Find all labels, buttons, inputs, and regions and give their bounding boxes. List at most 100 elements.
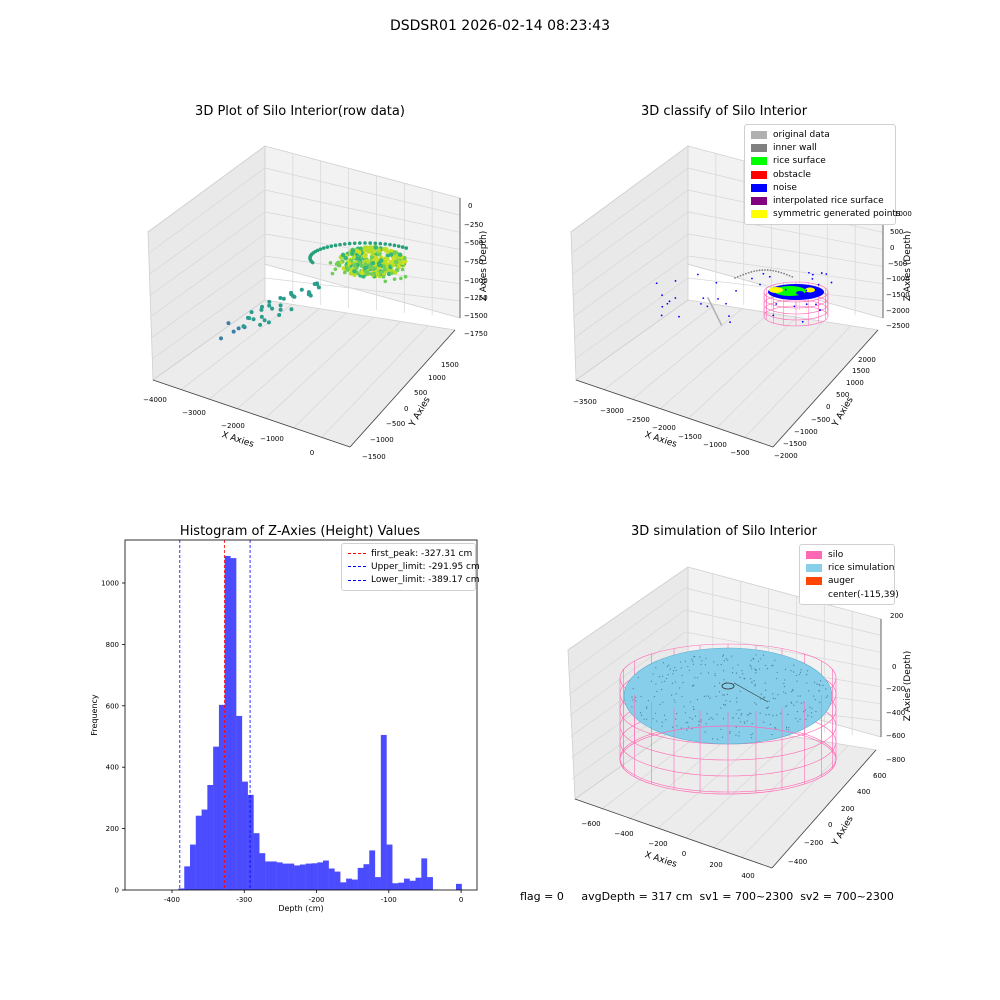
- panel2-ztick: 1000: [894, 210, 912, 218]
- panel1-point: [367, 265, 373, 270]
- panel1-point: [400, 245, 405, 249]
- panel4-rice-point: [766, 668, 769, 670]
- panel4-ztick: 0: [892, 663, 896, 671]
- panel2-noise-point: [674, 297, 677, 299]
- panel4-rice-point: [739, 709, 741, 711]
- panel1-point-cloud: [219, 241, 409, 341]
- panel4-rice-point: [722, 736, 724, 738]
- panel4-rice-point: [640, 714, 643, 716]
- panel4-silo-scene: [619, 643, 837, 795]
- panel4-rice-point: [721, 655, 724, 657]
- panel4-xtick: −400: [614, 830, 633, 838]
- histogram-bars: [178, 555, 462, 890]
- panel2-wall-point: [734, 277, 736, 279]
- panel4-rice-point: [665, 719, 667, 721]
- panel2-noise-point: [725, 302, 727, 305]
- panel2-symmetric-points: [769, 287, 783, 293]
- panel1-point: [348, 271, 354, 276]
- panel2-legend-swatch: [751, 157, 767, 166]
- panel4-rice-point: [726, 693, 728, 695]
- panel4-rice-point: [714, 675, 716, 677]
- panel2-wall-point: [755, 269, 758, 272]
- panel1-point: [370, 260, 376, 266]
- panel1-point: [267, 303, 272, 308]
- panel4-rice-point: [755, 672, 757, 674]
- panel4-rice-point: [635, 700, 637, 702]
- panel4-rice-point: [716, 713, 718, 715]
- panel4-rice-point: [783, 682, 785, 685]
- panel4-rice-point: [809, 706, 811, 708]
- panel4-auger: [733, 682, 769, 703]
- panel4-rice-point: [687, 665, 689, 668]
- pane-gridline: [149, 211, 266, 296]
- histogram-x-ticks: -400 -300 -200 -100 0: [164, 890, 463, 904]
- panel2-noise-point: [668, 300, 671, 303]
- panel4-3d-axes: −600 −400 −200 0 200 400 −400 −200 0 200…: [567, 566, 913, 880]
- pane-gridline: [264, 167, 461, 216]
- panel4-rice-point: [698, 720, 700, 722]
- panel4-rice-point: [723, 679, 725, 681]
- panel4-rice-point: [700, 663, 702, 666]
- panel4-rice-point: [672, 670, 675, 672]
- panel1-point: [278, 307, 283, 312]
- panel1-point: [379, 270, 384, 274]
- panel3-histogram: -400 -300 -200 -100 0 0 200 400 600 800 1000 Dept…: [90, 539, 478, 913]
- histogram-ytick-label: 600: [106, 702, 119, 710]
- panel1-point: [315, 248, 320, 253]
- panel4-rice-point: [814, 681, 816, 683]
- panel4-rice-point: [807, 715, 809, 717]
- panel4-rice-point: [684, 712, 687, 714]
- pane-gridline: [684, 631, 881, 670]
- panel4-rice-point: [750, 712, 752, 715]
- pane-gridline: [685, 736, 794, 839]
- panel4-rice-point: [797, 695, 799, 697]
- panel2-noise-point: [661, 294, 663, 297]
- panel4-rice-point: [785, 705, 787, 708]
- panel4-rice-point: [786, 704, 788, 707]
- panel2-legend-swatch: [751, 170, 767, 179]
- panel2-noise-point: [674, 280, 677, 282]
- histogram-bar: [299, 864, 306, 890]
- histogram-bar: [380, 734, 387, 890]
- panel2-xtick: −2000: [652, 424, 676, 432]
- panel2-noise-point: [825, 273, 828, 275]
- panel4-rice-point: [747, 714, 749, 716]
- panel4-rice-point: [799, 673, 801, 676]
- panel4-rice-point: [785, 668, 787, 670]
- panel4-rice-point: [723, 660, 725, 662]
- panel2-noise-point: [775, 303, 778, 305]
- histogram-bar: [224, 555, 231, 890]
- panel2-legend-swatch: [751, 197, 767, 206]
- histogram-bar: [247, 794, 254, 890]
- panel4-xtick: −600: [581, 820, 600, 828]
- panel4-silo-ring: [619, 725, 837, 795]
- panel4-rice-point: [653, 696, 655, 698]
- panel1-point: [352, 269, 357, 274]
- panel4-legend-label: rice simulation: [828, 562, 895, 573]
- panel4-legend-entry: auger: [806, 575, 888, 588]
- panel1-point: [385, 253, 391, 258]
- panel1-point: [259, 307, 264, 312]
- panel2-legend-swatch: [751, 183, 767, 192]
- panel4-rice-point: [661, 675, 664, 677]
- panel2-ytick: −2000: [774, 452, 798, 460]
- histogram-bar: [403, 878, 410, 890]
- panel4-rice-point: [791, 702, 793, 704]
- panel4-rice-point: [701, 660, 703, 662]
- panel1-point: [369, 272, 373, 276]
- panel4-rice-point: [725, 681, 727, 683]
- histogram-xtick-label: -300: [236, 896, 252, 904]
- histogram-legend-entry: first_peak: -327.31 cm: [348, 547, 473, 560]
- panel4-rice-point: [681, 695, 683, 698]
- panel4-rice-point: [787, 714, 789, 716]
- panel4-rice-point: [705, 723, 707, 725]
- panel2-noise-point: [702, 297, 705, 300]
- panel2-noise-point: [819, 309, 821, 311]
- panel4-ztick: −400: [886, 709, 905, 717]
- histogram-bar: [346, 878, 352, 890]
- panel4-rice-point: [735, 734, 737, 736]
- panel1-point: [231, 329, 236, 334]
- panel2-noise-point: [678, 315, 680, 318]
- histogram-legend-label: first_peak: -327.31 cm: [371, 548, 473, 559]
- panel2-wall-point: [761, 269, 764, 271]
